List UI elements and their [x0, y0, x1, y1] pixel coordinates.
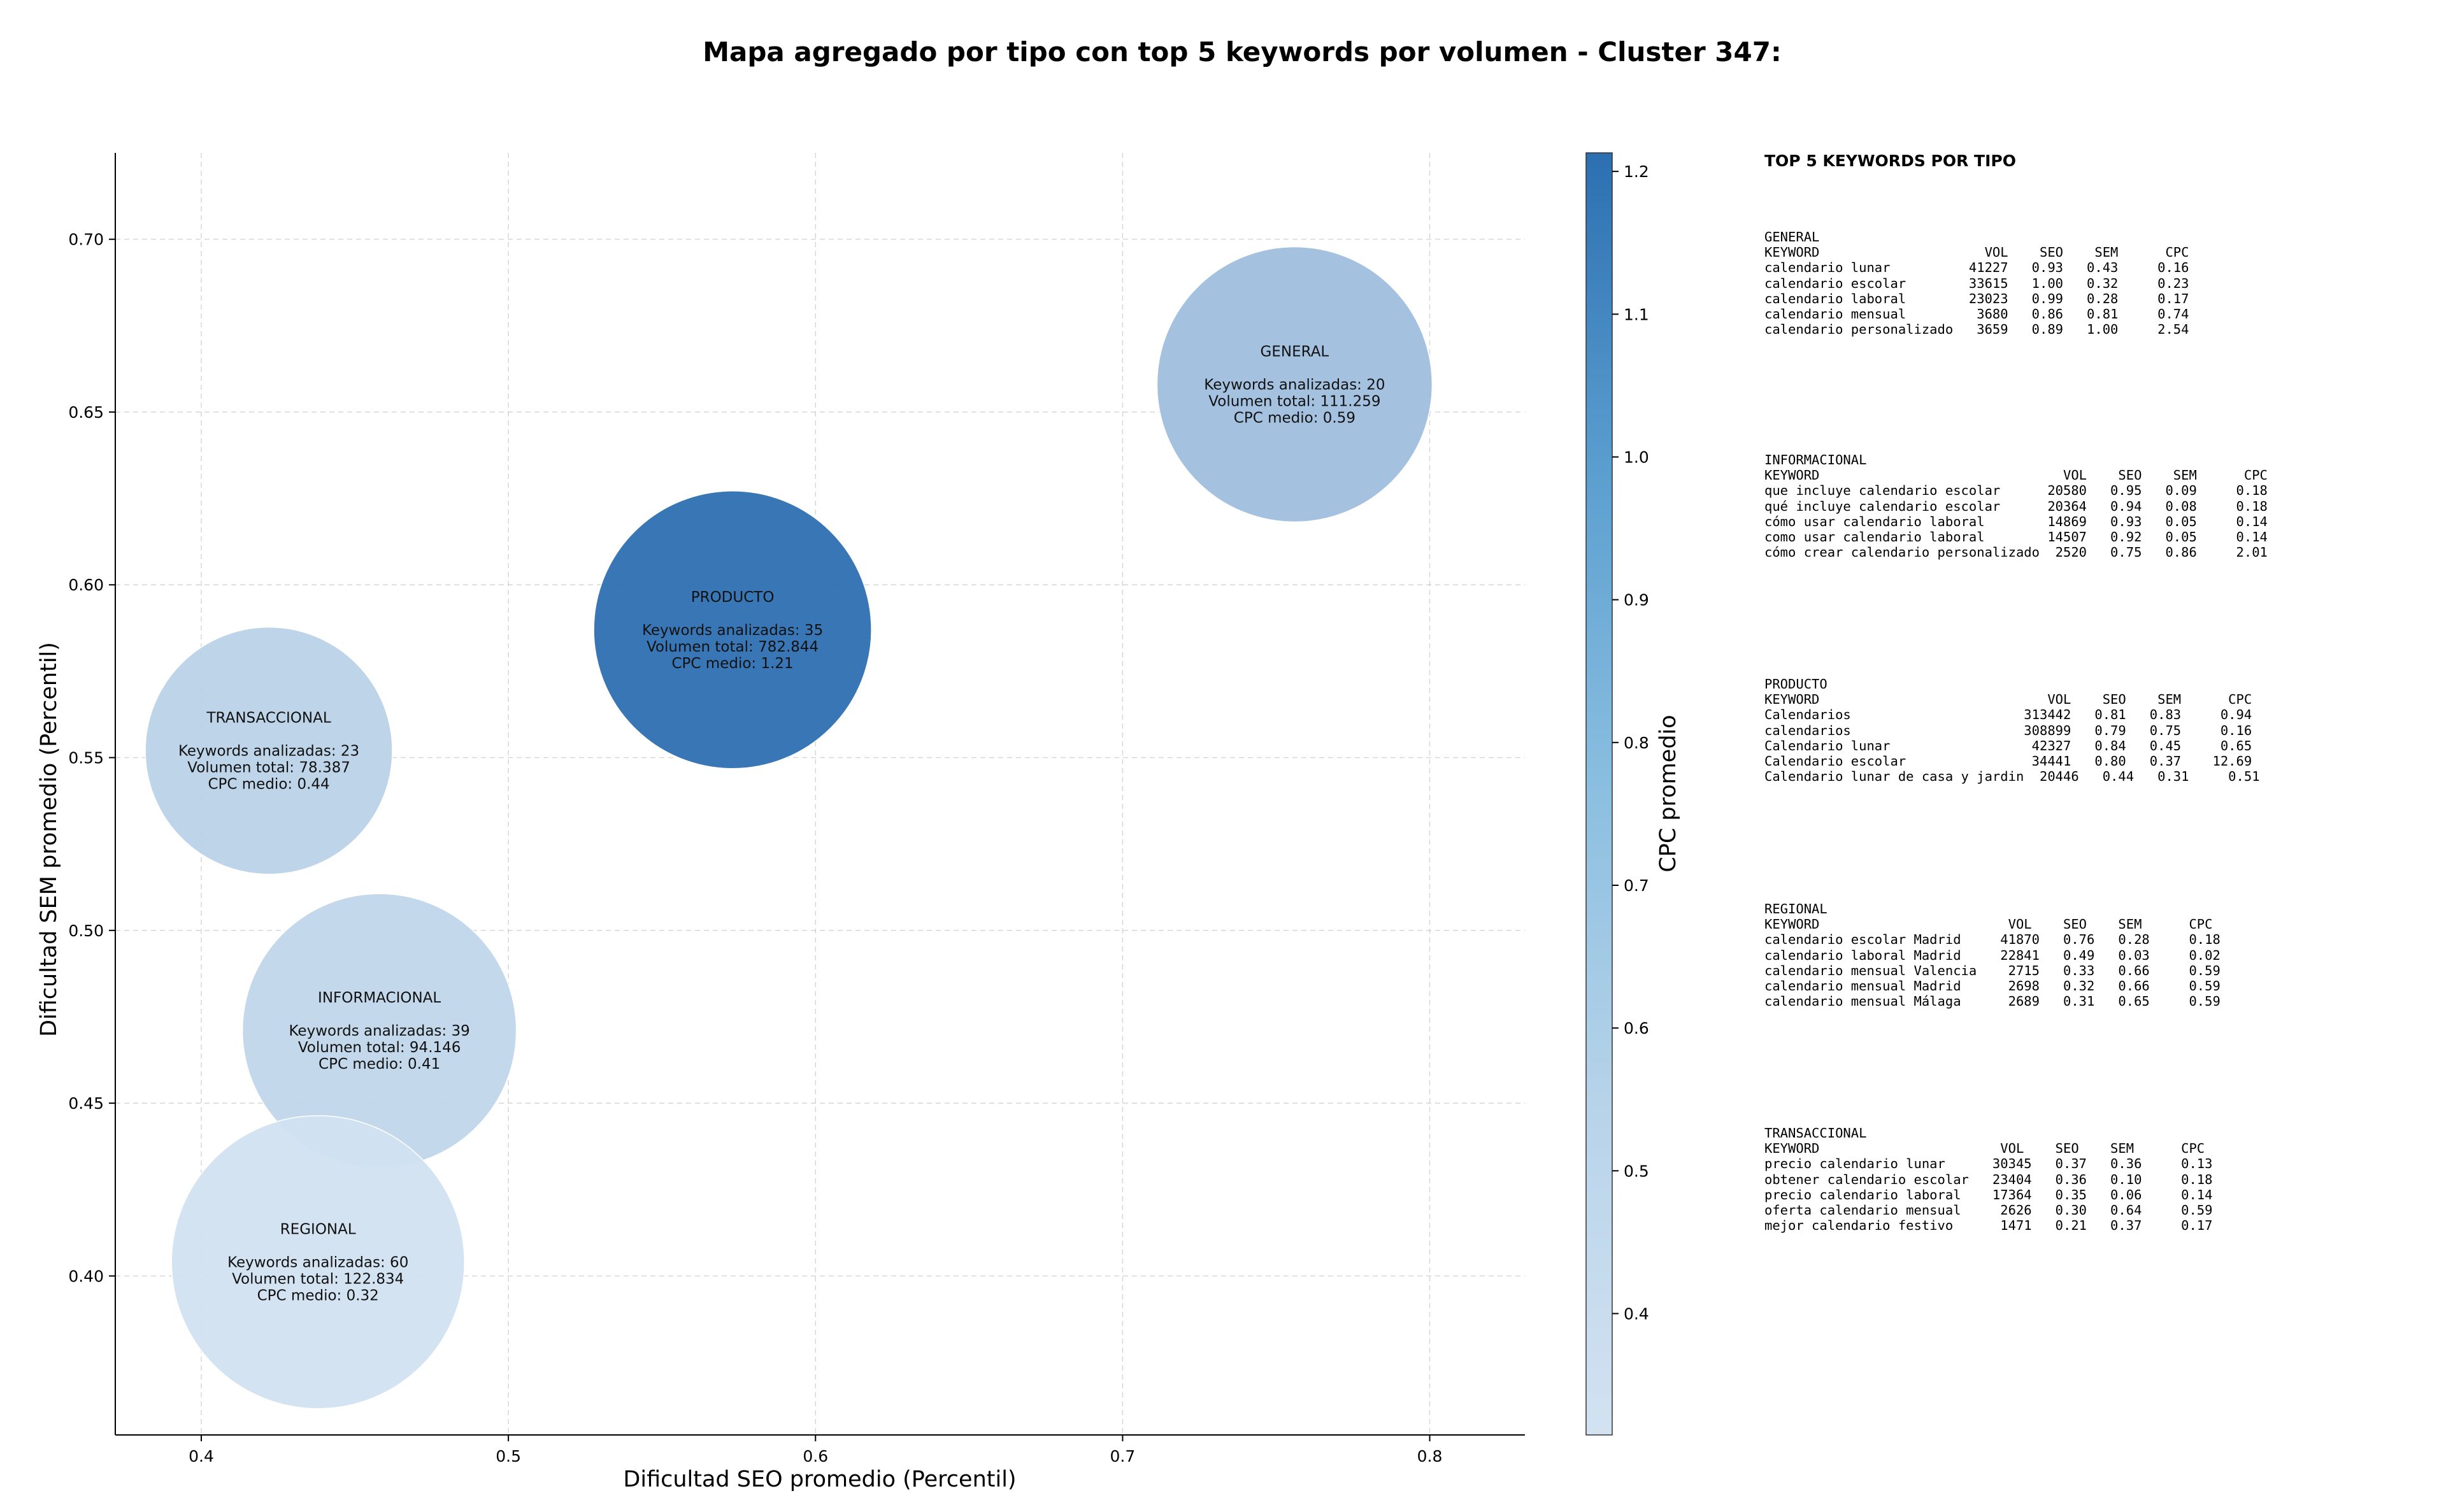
bubble-label-transaccional: TRANSACCIONAL: [206, 710, 331, 727]
y-axis-label: Dificultad SEM promedio (Percentil): [36, 642, 62, 1037]
x-tick-label: 0.7: [1110, 1447, 1136, 1466]
colorbar-ticks: 0.4 0.5 0.6 0.7 0.8 0.9 1.0 1.1 1.2: [1612, 162, 1649, 1323]
table-row: cómo crear calendario personalizado 2520…: [1764, 545, 2268, 560]
colorbar-tick-label: 0.8: [1624, 734, 1649, 752]
table-row: Calendarios 313442 0.81 0.83 0.94: [1764, 707, 2252, 723]
bubble-label-transaccional: Keywords analizadas: 23: [178, 743, 359, 760]
colorbar-tick-label: 0.7: [1624, 876, 1649, 895]
table-row: obtener calendario escolar 23404 0.36 0.…: [1764, 1171, 2213, 1187]
bubble-label-transaccional: CPC medio: 0.44: [208, 776, 329, 793]
table-heading: TRANSACCIONAL: [1764, 1125, 1867, 1141]
bubble-label-general: CPC medio: 0.59: [1234, 410, 1355, 427]
bubble-label-producto: Keywords analizadas: 35: [642, 622, 823, 639]
bubble-general: [1156, 246, 1433, 523]
bubble-label-informacional: Volumen total: 94.146: [298, 1039, 461, 1056]
table-header-row: KEYWORD VOL SEO SEM CPC: [1764, 692, 2252, 708]
y-tick-label: 0.45: [68, 1094, 104, 1113]
table-row: Calendario lunar 42327 0.84 0.45 0.65: [1764, 738, 2252, 753]
table-row: calendario laboral 23023 0.99 0.28 0.17: [1764, 290, 2189, 306]
axes: [115, 153, 1525, 1436]
colorbar-tick-label: 1.1: [1624, 305, 1649, 324]
y-tick-label: 0.65: [68, 403, 104, 422]
y-tick-label: 0.55: [68, 749, 104, 767]
bubble-label-regional: REGIONAL: [280, 1222, 356, 1238]
x-axis-label: Dificultad SEO promedio (Percentil): [623, 1467, 1016, 1492]
colorbar-gradient: [1585, 152, 1613, 1436]
table-row: calendario mensual 3680 0.86 0.81 0.74: [1764, 306, 2189, 322]
table-row: Calendario lunar de casa y jardin 20446 …: [1764, 769, 2260, 785]
bubble-label-producto: CPC medio: 1.21: [671, 655, 793, 672]
table-row: calendario mensual Valencia 2715 0.33 0.…: [1764, 962, 2221, 978]
table-heading: INFORMACIONAL: [1764, 452, 1867, 467]
bubble-producto: [593, 490, 872, 769]
bubble-label-regional: Keywords analizadas: 60: [227, 1255, 408, 1271]
x-tick-label: 0.8: [1417, 1447, 1443, 1466]
table-row: Calendario escolar 34441 0.80 0.37 12.69: [1764, 753, 2252, 769]
keyword-table-producto: PRODUCTO KEYWORD VOL SEO SEM CPC Calendari…: [1764, 676, 2260, 784]
y-tick-label: 0.60: [68, 576, 104, 594]
table-row: calendario escolar 33615 1.00 0.32 0.23: [1764, 275, 2189, 291]
keyword-table-transaccional: TRANSACCIONAL KEYWORD VOL SEO SEM CPC prec…: [1764, 1125, 2213, 1233]
y-tick-label: 0.40: [68, 1267, 104, 1285]
bubble-label-informacional: INFORMACIONAL: [318, 990, 441, 1006]
table-header-row: KEYWORD VOL SEO SEM CPC: [1764, 1141, 2205, 1157]
keyword-table-regional: REGIONAL KEYWORD VOL SEO SEM CPC calendari…: [1764, 901, 2221, 1009]
x-tick-label: 0.4: [189, 1447, 214, 1466]
bubble-label-informacional: Keywords analizadas: 39: [289, 1023, 470, 1039]
bubble-label-general: Keywords analizadas: 20: [1204, 377, 1385, 394]
table-heading: PRODUCTO: [1764, 676, 1827, 692]
table-heading: GENERAL: [1764, 229, 1820, 245]
table-row: calendario lunar 41227 0.93 0.43 0.16: [1764, 260, 2189, 276]
table-header-row: KEYWORD VOL SEO SEM CPC: [1764, 916, 2213, 932]
bubble-label-informacional: CPC medio: 0.41: [318, 1056, 440, 1073]
x-axis-ticks: 0.4 0.5 0.6 0.7 0.8: [189, 1435, 1442, 1466]
table-row: calendario mensual Madrid 2698 0.32 0.66…: [1764, 978, 2221, 994]
colorbar-tick-label: 0.9: [1624, 591, 1649, 610]
table-row: calendario personalizado 3659 0.89 1.00 …: [1764, 322, 2189, 338]
bubble-regional: [171, 1115, 465, 1409]
y-tick-label: 0.50: [68, 922, 104, 940]
keyword-table-general: GENERAL KEYWORD VOL SEO SEM CPC calendario…: [1764, 229, 2189, 337]
table-row: calendario laboral Madrid 22841 0.49 0.0…: [1764, 947, 2221, 963]
colorbar-label: CPC promedio: [1656, 715, 1681, 872]
table-row: cómo usar calendario laboral 14869 0.93 …: [1764, 513, 2268, 529]
bubble-label-general: GENERAL: [1261, 344, 1329, 360]
table-header-row: KEYWORD VOL SEO SEM CPC: [1764, 467, 2268, 483]
table-row: precio calendario lunar 30345 0.37 0.36 …: [1764, 1156, 2213, 1172]
keyword-table-informacional: INFORMACIONAL KEYWORD VOL SEO SEM CPC que …: [1764, 452, 2268, 560]
bubble-transaccional: [145, 626, 393, 875]
table-row: precio calendario laboral 17364 0.35 0.0…: [1764, 1187, 2213, 1202]
table-row: mejor calendario festivo 1471 0.21 0.37 …: [1764, 1218, 2213, 1234]
table-header-row: KEYWORD VOL SEO SEM CPC: [1764, 245, 2189, 260]
x-tick-label: 0.6: [803, 1447, 828, 1466]
table-row: calendario escolar Madrid 41870 0.76 0.2…: [1764, 932, 2221, 948]
table-row: oferta calendario mensual 2626 0.30 0.64…: [1764, 1202, 2213, 1218]
table-row: que incluye calendario escolar 20580 0.9…: [1764, 483, 2268, 499]
colorbar-tick-label: 0.4: [1624, 1304, 1649, 1323]
bubble-label-regional: Volumen total: 122.834: [232, 1271, 404, 1288]
table-row: como usar calendario laboral 14507 0.92 …: [1764, 529, 2268, 545]
x-tick-label: 0.5: [496, 1447, 521, 1466]
colorbar: 0.4 0.5 0.6 0.7 0.8 0.9 1.0 1.1 1.2 CPC promedio: [1585, 152, 1681, 1436]
bubble-label-transaccional: Volumen total: 78.387: [187, 760, 350, 776]
table-row: calendario mensual Málaga 2689 0.31 0.65…: [1764, 994, 2221, 1009]
colorbar-tick-label: 0.6: [1624, 1019, 1649, 1038]
panel-title: TOP 5 KEYWORDS POR TIPO: [1764, 152, 2016, 170]
bubble-label-producto: PRODUCTO: [691, 589, 775, 606]
table-row: qué incluye calendario escolar 20364 0.9…: [1764, 498, 2268, 514]
y-tick-label: 0.70: [68, 231, 104, 249]
table-row: calendarios 308899 0.79 0.75 0.16: [1764, 722, 2252, 738]
y-axis-ticks: 0.40 0.45 0.50 0.55 0.60 0.65 0.70: [68, 231, 115, 1285]
colorbar-tick-label: 1.2: [1624, 162, 1649, 181]
bubble-label-general: Volumen total: 111.259: [1208, 394, 1380, 410]
colorbar-tick-label: 1.0: [1624, 448, 1649, 466]
table-heading: REGIONAL: [1764, 901, 1827, 916]
bubble-label-producto: Volumen total: 782.844: [647, 639, 819, 655]
chart-title: Mapa agregado por tipo con top 5 keyword…: [703, 36, 1782, 68]
bubble-label-regional: CPC medio: 0.32: [257, 1288, 379, 1304]
colorbar-tick-label: 0.5: [1624, 1162, 1649, 1180]
